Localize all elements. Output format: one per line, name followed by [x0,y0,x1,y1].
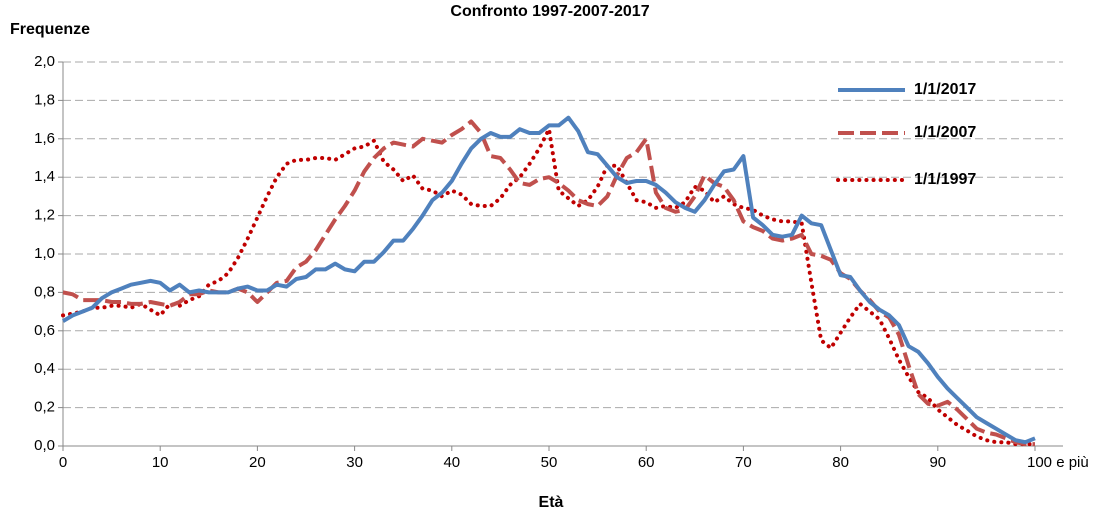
x-tick-label: 80 [832,454,849,471]
x-axis-title: Età [539,494,564,511]
y-tick-label: 1,0 [34,245,55,262]
x-tick-label: 50 [541,454,558,471]
y-tick-label: 2,0 [34,53,55,70]
x-tick-label: 70 [735,454,752,471]
y-tick-label: 0,6 [34,322,55,339]
x-tick-label: 60 [638,454,655,471]
x-tick-label: 10 [152,454,169,471]
x-tick-label: 30 [346,454,363,471]
series-line [62,119,1035,447]
x-tick-label: 20 [249,454,266,471]
y-tick-label: 0,4 [34,360,55,377]
y-tick-label: 0,8 [34,283,55,300]
chart-title: Confronto 1997-2007-2017 [450,3,649,20]
legend-label: 1/1/2017 [914,81,976,98]
legend-label: 1/1/1997 [914,171,976,188]
series-line [61,115,1036,445]
x-tick-label: 100 e più [1027,454,1089,471]
y-tick-label: 1,4 [34,168,55,185]
x-tick-label: 0 [59,454,67,471]
y-tick-label: 1,6 [34,130,55,147]
y-tick-label: 1,8 [34,91,55,108]
x-tick-label: 40 [443,454,460,471]
y-tick-label: 1,2 [34,207,55,224]
y-tick-label: 0,0 [34,437,55,454]
legend-label: 1/1/2007 [914,124,976,141]
y-axis-title: Frequenze [10,21,90,38]
x-tick-label: 90 [929,454,946,471]
y-tick-label: 0,2 [34,399,55,416]
series-line [61,127,1037,447]
